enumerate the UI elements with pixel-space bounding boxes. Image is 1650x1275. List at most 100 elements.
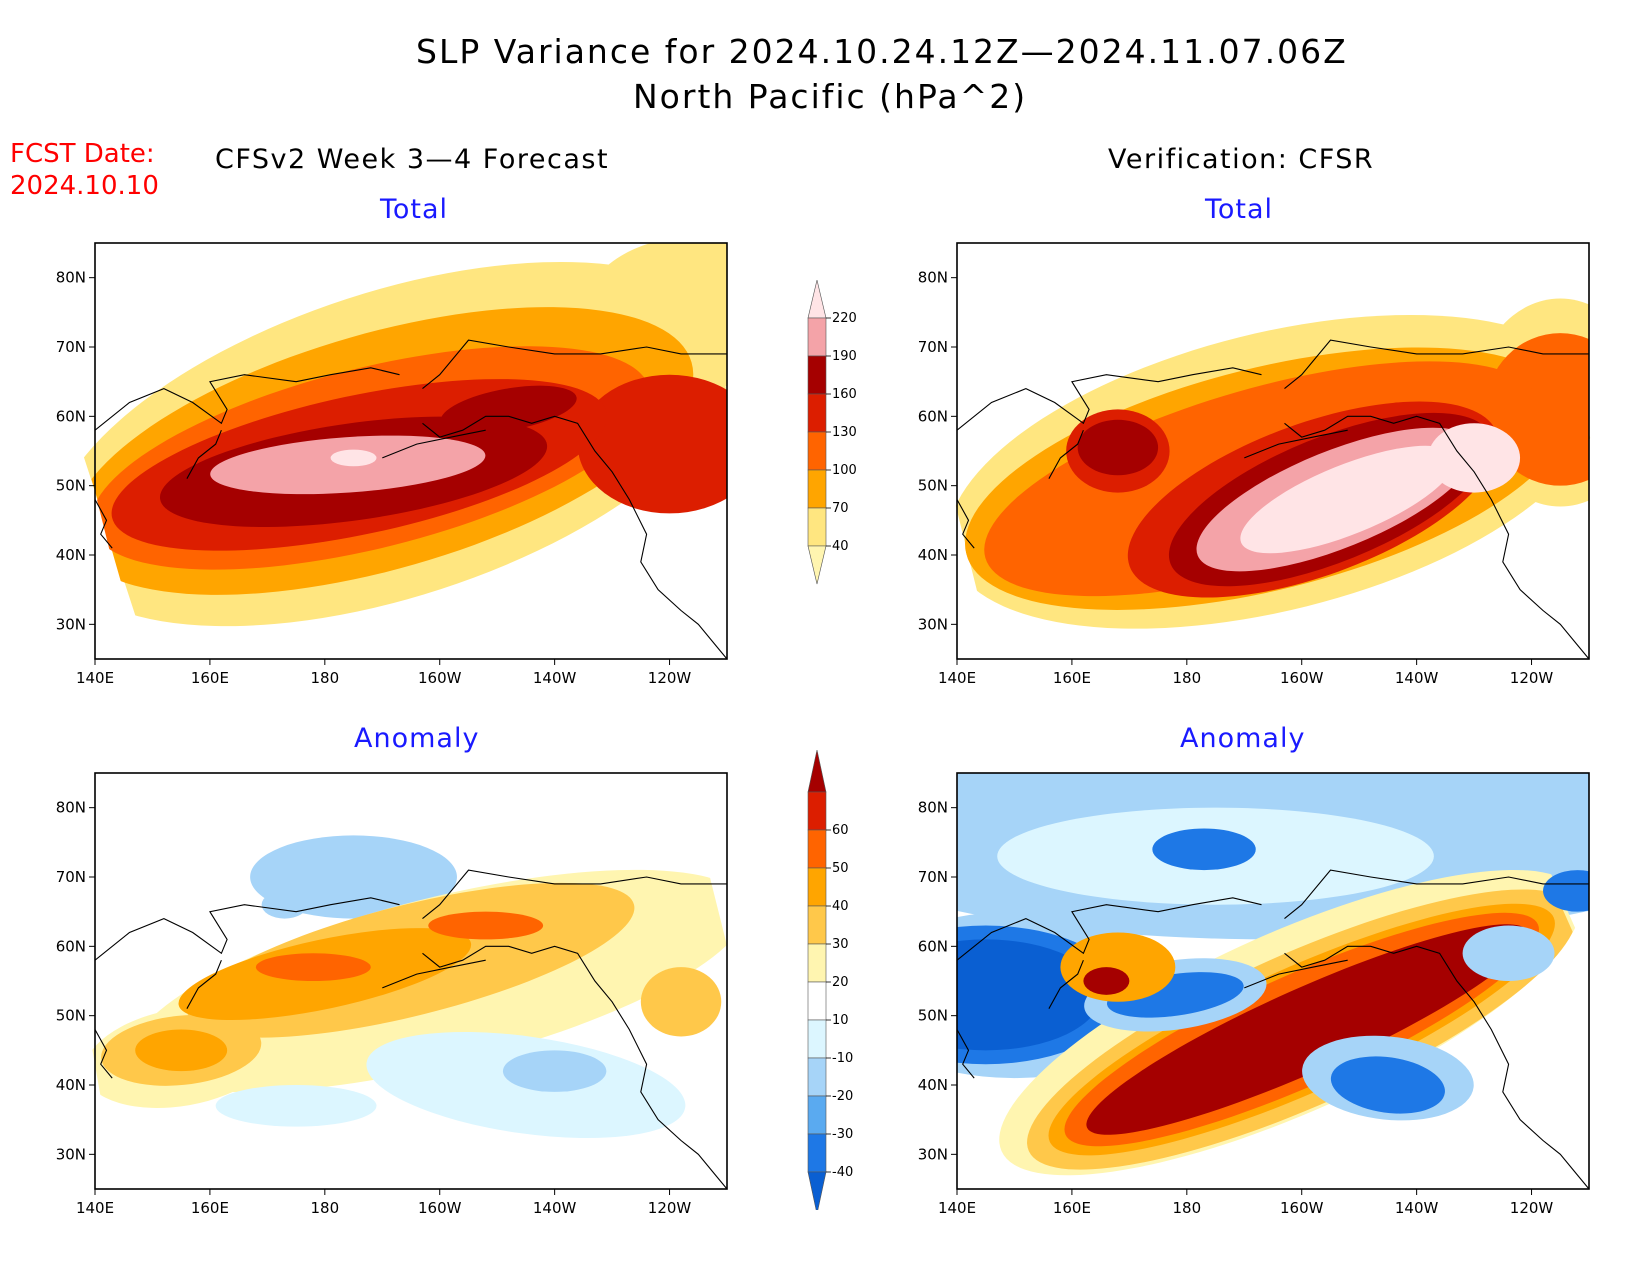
verification-total-contour-fill-10 (1240, 445, 1456, 554)
column-title-verification: Verification: CFSR (1108, 144, 1375, 175)
verification-total-lon-label-160W: 160W (1280, 669, 1324, 685)
forecast-anomaly-contour-fill-5 (640, 967, 722, 1037)
verification-anomaly-coastline-0 (957, 897, 1262, 961)
colorbar-anomaly-svg-label-4: 10 (832, 1013, 849, 1028)
forecast-total-lon-label-140W: 140W (533, 669, 577, 685)
forecast-anomaly-contour-fill-8 (255, 953, 371, 981)
forecast-total-lat-label-40N: 40N (56, 546, 86, 564)
forecast-total-coastline-0 (95, 367, 400, 431)
panel-title-forecast-anomaly: Anomaly (354, 723, 480, 754)
verification-total-lon-label-180: 180 (1172, 669, 1201, 685)
forecast-anomaly-contour-fill-7 (135, 1029, 228, 1072)
column-title-forecast: CFSv2 Week 3—4 Forecast (215, 144, 610, 175)
verification-anomaly-coastline-3 (1284, 869, 1589, 920)
map-panel-forecast-anomaly: 140E 160E 180 160W 140W 120W 80N 70N 60N 50N 40N 30… (40, 765, 740, 1215)
verification-anomaly-lat-label-40N: 40N (918, 1076, 948, 1094)
verification-total-plot-frame (956, 242, 1590, 660)
forecast-total-lat-label-80N: 80N (56, 269, 86, 287)
verification-anomaly-lat-label-80N: 80N (918, 799, 948, 817)
forecast-anomaly-contour-fill-9 (428, 911, 544, 940)
colorbar-total-svg-arrow-top (807, 279, 827, 319)
forecast-total-coastline-1 (95, 499, 113, 549)
colorbar-total-svg-box-5 (807, 507, 827, 547)
verification-anomaly-contour-fill-17 (1462, 925, 1555, 981)
map-svg-verification-total: 140E 160E 180 160W 140W 120W 80N 70N 60N 50N 40N 30… (918, 242, 1599, 685)
colorbar-anomaly: -40 -30 -20 -10 10 20 30 40 50 60 (790, 749, 870, 1215)
forecast-anomaly-lon-label-140W: 140W (533, 1199, 577, 1215)
colorbar-anomaly-svg-label-3: -10 (832, 1051, 853, 1066)
colorbar-total-svg-box-4 (807, 469, 827, 509)
verification-total-coastline-3 (1284, 339, 1589, 390)
colorbar-anomaly-svg: -40 -30 -20 -10 10 20 30 40 50 60 (807, 749, 853, 1215)
forecast-anomaly-lat-label-70N: 70N (56, 868, 86, 886)
verification-total-lon-label-140E: 140E (938, 669, 976, 685)
colorbar-anomaly-svg-box-3 (807, 905, 827, 945)
forecast-anomaly-coastline-1 (95, 1029, 113, 1079)
verification-anomaly-contour-fill-9 (1086, 924, 1529, 1135)
verification-anomaly-contour-fill-15 (1083, 967, 1130, 995)
forecast-total-contour-fill-9 (330, 449, 377, 467)
forecast-anomaly-contour-fill-13 (261, 890, 308, 919)
map-svg-verification-anomaly: 140E 160E 180 160W 140W 120W 80N 70N 60N 50N 40N 30… (918, 772, 1590, 1215)
verification-total-lon-label-120W: 120W (1510, 669, 1554, 685)
forecast-total-lon-label-160E: 160E (191, 669, 229, 685)
verification-anomaly-lon-label-140E: 140E (938, 1199, 976, 1215)
colorbar-total-svg-box-3 (807, 431, 827, 471)
colorbar-total-svg-box-2 (807, 393, 827, 433)
forecast-anomaly-coastline-4 (422, 945, 727, 1189)
colorbar-anomaly-svg-box-5 (807, 981, 827, 1021)
colorbar-anomaly-svg-box-2 (807, 867, 827, 907)
forecast-total-coastline-2 (186, 429, 222, 479)
colorbar-total-svg-label-0: 40 (832, 539, 849, 554)
forecast-total-contour-fill-4 (577, 374, 727, 514)
colorbar-total-svg-box-0 (807, 317, 827, 357)
colorbar-total-svg-label-2: 100 (832, 463, 857, 478)
verification-total-lat-label-40N: 40N (918, 546, 948, 564)
verification-anomaly-plot-frame (956, 772, 1590, 1190)
colorbar-total: 40 70 100 130 160 190 220 (790, 279, 870, 624)
forecast-total-lon-label-140E: 140E (76, 669, 114, 685)
map-panel-forecast-total: 140E 160E 180 160W 140W 120W 80N 70N 60N 50N 40N 30… (40, 235, 740, 685)
colorbar-total-svg: 40 70 100 130 160 190 220 (807, 279, 857, 585)
forecast-anomaly-contour-fill-11 (502, 1050, 607, 1092)
forecast-anomaly-lat-label-50N: 50N (56, 1007, 86, 1025)
colorbar-total-svg-box-1 (807, 355, 827, 395)
colorbar-anomaly-svg-label-2: -20 (832, 1089, 853, 1104)
verification-total-coastline-5 (1244, 429, 1348, 459)
verification-total-coastline-1 (957, 499, 975, 549)
colorbar-anomaly-svg-box-8 (807, 1095, 827, 1135)
forecast-anomaly-contour-fill-12 (215, 1085, 377, 1127)
colorbar-anomaly-svg-box-0 (807, 791, 827, 831)
forecast-total-coastline-4 (422, 415, 727, 659)
forecast-total-coastline-5 (382, 429, 486, 459)
verification-anomaly-coastline-5 (1244, 959, 1348, 989)
colorbar-total-svg-label-3: 130 (832, 425, 857, 440)
verification-anomaly-coastline-4 (1284, 945, 1589, 1189)
verification-total-coastline-2 (1048, 429, 1084, 479)
verification-anomaly-coastline-2 (1048, 959, 1084, 1009)
forecast-anomaly-lon-label-180: 180 (310, 1199, 339, 1215)
verification-anomaly-lat-label-60N: 60N (918, 937, 948, 955)
map-svg-forecast-anomaly: 140E 160E 180 160W 140W 120W 80N 70N 60N 50N 40N 30… (56, 772, 740, 1215)
forecast-total-contour-fill-7 (440, 385, 577, 434)
forecast-anomaly-lat-label-30N: 30N (56, 1145, 86, 1163)
verification-total-lat-label-80N: 80N (918, 269, 948, 287)
verification-total-contour-fill-7 (1077, 419, 1159, 476)
forecast-total-lon-label-120W: 120W (648, 669, 692, 685)
colorbar-anomaly-svg-arrow-top (807, 749, 827, 793)
colorbar-total-svg-label-6: 220 (832, 311, 857, 326)
map-panel-verification-total: 140E 160E 180 160W 140W 120W 80N 70N 60N 50N 40N 30… (902, 235, 1602, 685)
forecast-anomaly-lat-label-40N: 40N (56, 1076, 86, 1094)
colorbar-anomaly-svg-label-0: -40 (832, 1165, 853, 1180)
verification-anomaly-lon-label-120W: 120W (1510, 1199, 1554, 1215)
panel-title-verification-total: Total (1205, 194, 1274, 225)
colorbar-anomaly-svg-box-4 (807, 943, 827, 983)
verification-anomaly-lon-label-160W: 160W (1280, 1199, 1324, 1215)
colorbar-anomaly-svg-label-1: -30 (832, 1127, 853, 1142)
fcst-date-label: FCST Date: (10, 139, 155, 169)
colorbar-anomaly-svg-box-1 (807, 829, 827, 869)
verification-anomaly-lat-label-70N: 70N (918, 868, 948, 886)
verification-anomaly-lat-label-50N: 50N (918, 1007, 948, 1025)
forecast-total-lat-label-60N: 60N (56, 407, 86, 425)
colorbar-total-svg-arrow-bottom (807, 545, 827, 585)
